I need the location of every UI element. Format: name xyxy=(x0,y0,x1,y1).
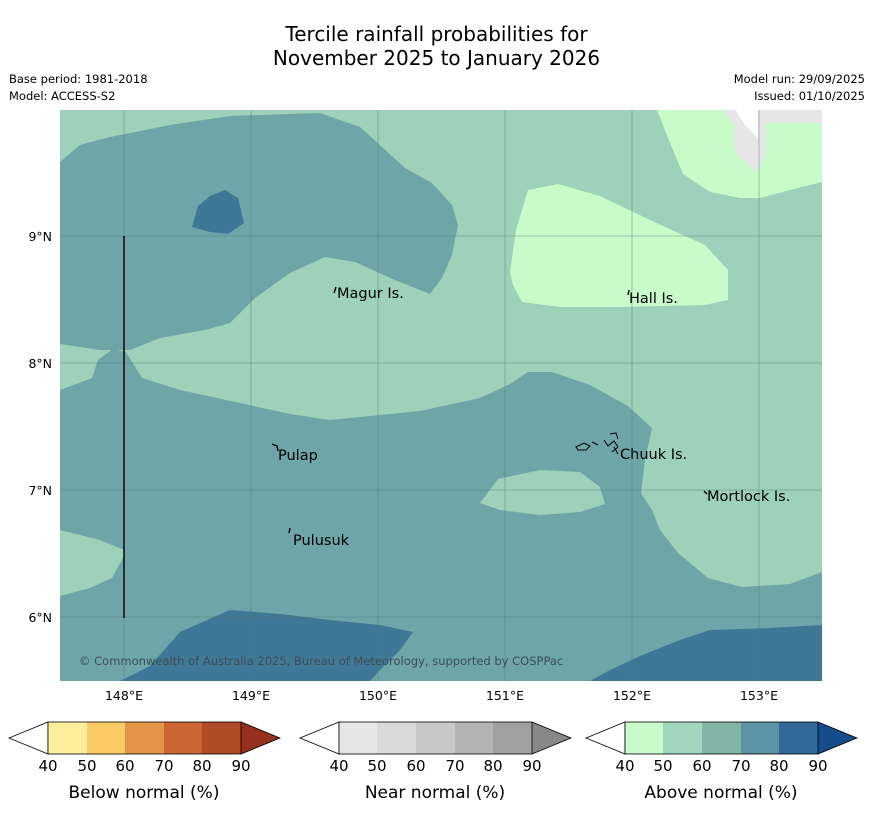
legend-below-swatch-70 xyxy=(164,722,202,754)
island-chuuk-lagoon xyxy=(575,432,619,455)
legend-above-tick-60: 60 xyxy=(692,757,711,775)
legend-near-arrow-outline xyxy=(531,721,573,755)
legend-below-tick-70: 70 xyxy=(154,757,173,775)
lon-label-149: 149°E xyxy=(232,688,270,703)
legend-below-swatch-90 xyxy=(241,722,280,754)
map-title: Tercile rainfall probabilities for Novem… xyxy=(0,22,873,70)
gridlines xyxy=(60,110,822,681)
legend-below-swatch-50 xyxy=(87,722,125,754)
lon-label-151: 151°E xyxy=(486,688,524,703)
place-label-pulap: Pulap xyxy=(278,448,318,464)
legend-above-tick-50: 50 xyxy=(653,757,672,775)
legend-below-arrow-outline xyxy=(240,721,282,755)
region-above-70-north xyxy=(60,113,458,350)
legend-near-label: Near normal (%) xyxy=(365,783,505,803)
legend-above-swatch-70 xyxy=(741,722,779,754)
legend-above-swatch-80 xyxy=(779,722,818,754)
axis-labels: 9°N 8°N 7°N 6°N 148°E 149°E 150°E 151°E … xyxy=(28,229,778,703)
legend-below-normal: 40 50 60 70 80 90 Below normal (%) xyxy=(7,721,282,803)
legend-below-swatch-40 xyxy=(48,722,87,754)
island-hall-mark xyxy=(627,289,630,296)
legend-above-label: Above normal (%) xyxy=(644,783,797,803)
region-above-40-hall xyxy=(510,184,728,307)
legend-above-left-arrow xyxy=(584,721,626,755)
island-pulusuk-mark xyxy=(288,527,291,534)
region-above-50-patch xyxy=(480,470,605,515)
legend-near-swatch-40 xyxy=(339,722,377,754)
base-period: Base period: 1981-2018 xyxy=(9,72,148,86)
lon-label-152: 152°E xyxy=(613,688,651,703)
legend-above-tick-90: 90 xyxy=(808,757,827,775)
copyright-notice: © Commonwealth of Australia 2025, Bureau… xyxy=(79,654,563,668)
legend-near-swatch-90 xyxy=(532,722,571,754)
legend-below-tick-40: 40 xyxy=(38,757,57,775)
place-label-mortlock: Mortlock Is. xyxy=(707,489,790,505)
region-above-70-south xyxy=(60,349,822,681)
legend-above-swatch-90 xyxy=(818,722,857,754)
region-above-80-southeast xyxy=(590,625,822,681)
region-white-corner xyxy=(736,110,758,138)
legend-near-tick-90: 90 xyxy=(522,757,541,775)
legend-above-swatch-60 xyxy=(702,722,741,754)
legend-above-frame xyxy=(624,721,819,755)
lat-label-7: 7°N xyxy=(28,483,52,498)
issued-date: Issued: 01/10/2025 xyxy=(754,89,865,103)
island-pulap-mark xyxy=(271,443,279,452)
place-label-hall: Hall Is. xyxy=(629,291,678,307)
title-line-1: Tercile rainfall probabilities for xyxy=(285,22,588,46)
legend-below-tick-90: 90 xyxy=(231,757,250,775)
legend-below-label: Below normal (%) xyxy=(69,783,220,803)
region-above-80-north xyxy=(192,190,244,234)
region-above-80-south xyxy=(60,610,413,681)
legend-near-swatch-70 xyxy=(455,722,493,754)
legend-below-tick-80: 80 xyxy=(192,757,211,775)
legend-above-swatch-50 xyxy=(663,722,702,754)
island-magur-mark xyxy=(333,286,337,294)
legend-below-frame xyxy=(47,721,242,755)
legend-near-tick-50: 50 xyxy=(367,757,386,775)
legend-above-tick-40: 40 xyxy=(615,757,634,775)
legend-below-swatch-60 xyxy=(125,722,164,754)
legend-above-tick-80: 80 xyxy=(769,757,788,775)
legend-near-frame xyxy=(338,721,533,755)
meta-right: Model run: 29/09/2025 Issued: 01/10/2025 xyxy=(734,71,865,105)
lat-label-8: 8°N xyxy=(28,356,52,371)
legend-below-swatch-80 xyxy=(202,722,241,754)
title-line-2: November 2025 to January 2026 xyxy=(272,46,601,70)
lat-label-9: 9°N xyxy=(28,229,52,244)
legend-near-swatch-50 xyxy=(377,722,416,754)
legend-above-normal: 40 50 60 70 80 90 Above normal (%) xyxy=(584,721,859,803)
legend-near-normal: 40 50 60 70 80 90 Near normal (%) xyxy=(298,721,573,803)
lon-label-148: 148°E xyxy=(105,688,143,703)
legend-above-arrow-outline xyxy=(817,721,859,755)
model-name: Model: ACCESS-S2 xyxy=(9,89,116,103)
legend-below-tick-50: 50 xyxy=(77,757,96,775)
lon-label-150: 150°E xyxy=(359,688,397,703)
legend-above-swatch-40 xyxy=(625,722,663,754)
probability-map: Magur Is. Hall Is. Pulap Chuuk Is. Mortl… xyxy=(60,110,822,681)
legend-near-tick-40: 40 xyxy=(329,757,348,775)
legend-near-tick-80: 80 xyxy=(483,757,502,775)
model-run: Model run: 29/09/2025 xyxy=(733,72,865,86)
island-mortlock-mark xyxy=(703,490,708,495)
legend-near-tick-70: 70 xyxy=(445,757,464,775)
legend-above-tick-70: 70 xyxy=(731,757,750,775)
legend-below-left-arrow xyxy=(7,721,49,755)
legend-below-tick-60: 60 xyxy=(115,757,134,775)
legend-near-swatch-80 xyxy=(493,722,532,754)
legend-near-left-arrow xyxy=(298,721,340,755)
lon-label-153: 153°E xyxy=(740,688,778,703)
place-label-chuuk: Chuuk Is. xyxy=(620,447,687,463)
place-label-magur: Magur Is. xyxy=(337,286,404,302)
place-labels: Magur Is. Hall Is. Pulap Chuuk Is. Mortl… xyxy=(278,286,790,549)
lat-label-6: 6°N xyxy=(28,610,52,625)
island-marks xyxy=(271,286,708,534)
meta-left: Base period: 1981-2018 Model: ACCESS-S2 xyxy=(9,71,148,105)
legend-near-tick-60: 60 xyxy=(406,757,425,775)
place-label-pulusuk: Pulusuk xyxy=(293,533,350,549)
legend-near-swatch-60 xyxy=(416,722,455,754)
